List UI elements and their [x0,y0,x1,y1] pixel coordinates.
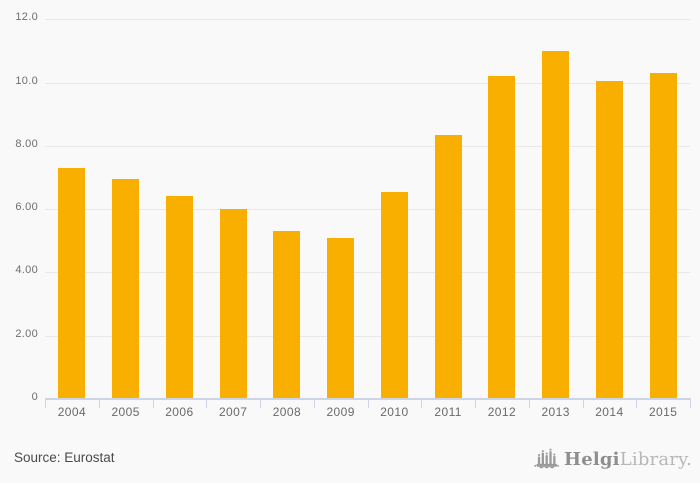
x-axis-tick [206,400,208,408]
bar-chart: 12.0 10.0 8.00 6.00 4.00 2.00 0 2004 2005 2006 20… [15,11,691,419]
gridline-2.00 [45,335,690,337]
x-tick-label-2009: 2009 [326,405,355,419]
bar-2006[interactable] [165,196,193,399]
x-axis-tick [421,400,423,408]
bar-2011[interactable] [434,134,462,399]
y-tick-label: 2.00 [15,327,38,340]
x-axis-tick [528,400,530,408]
bar-2004[interactable] [58,167,86,399]
helgi-bridge-icon [533,448,559,471]
bar-2008[interactable] [273,231,301,399]
y-tick-label: 0 [31,391,38,403]
y-tick-label: 4.00 [15,264,38,277]
gridline-10.0 [45,82,690,84]
x-axis-tick [152,400,154,408]
logo-text-helgi: Helgi [563,448,620,470]
x-axis-tick [45,400,46,408]
helgilibrary-logo[interactable]: HelgiLibrary. [533,443,692,475]
x-tick-label-2010: 2010 [380,405,409,419]
bar-2012[interactable] [488,76,516,399]
x-axis-tick [475,400,476,408]
x-tick-label-2014: 2014 [595,405,624,419]
x-tick-label-2015: 2015 [648,405,678,419]
x-tick-label-2012: 2012 [487,405,517,419]
bar-2007[interactable] [219,209,247,399]
x-tick-label-2011: 2011 [434,405,462,419]
logo-text-library: Library. [619,448,692,470]
footer: Source: Eurostat [0,435,700,483]
x-tick-label-2013: 2013 [541,405,570,419]
plot-area: 12.0 10.0 8.00 6.00 4.00 2.00 0 [15,11,690,403]
bar-2014[interactable] [595,80,623,399]
x-axis-tick [690,400,691,408]
bar-2015[interactable] [649,73,677,399]
x-axis-tick [98,400,100,408]
x-axis-tick [367,400,369,408]
x-axis-tick [582,400,584,408]
x-axis-line [45,398,691,400]
x-axis-tick [313,400,315,408]
gridline-6.00 [45,209,690,211]
x-tick-label-2007: 2007 [218,405,248,419]
x-tick-label-2006: 2006 [165,405,194,419]
gridline-12.0 [45,19,690,21]
bar-2010[interactable] [380,191,408,399]
x-tick-label-2004: 2004 [57,405,87,419]
y-tick-label: 12.0 [15,11,38,24]
logo-text: HelgiLibrary. [564,449,692,470]
y-tick-label: 10.0 [15,74,38,87]
x-tick-label-2008: 2008 [272,405,302,419]
x-tick-label-2005: 2005 [111,405,140,419]
source-label: Source: Eurostat [14,450,115,465]
x-axis-tick [260,400,261,408]
y-tick-label: 6.00 [15,201,38,214]
y-tick-label: 8.00 [15,137,38,150]
bar-2013[interactable] [542,50,570,399]
x-axis-tick [636,400,638,408]
gridline-4.00 [45,272,690,274]
gridline-8.00 [45,145,690,147]
bar-2005[interactable] [112,179,140,399]
bar-2009[interactable] [327,237,355,399]
